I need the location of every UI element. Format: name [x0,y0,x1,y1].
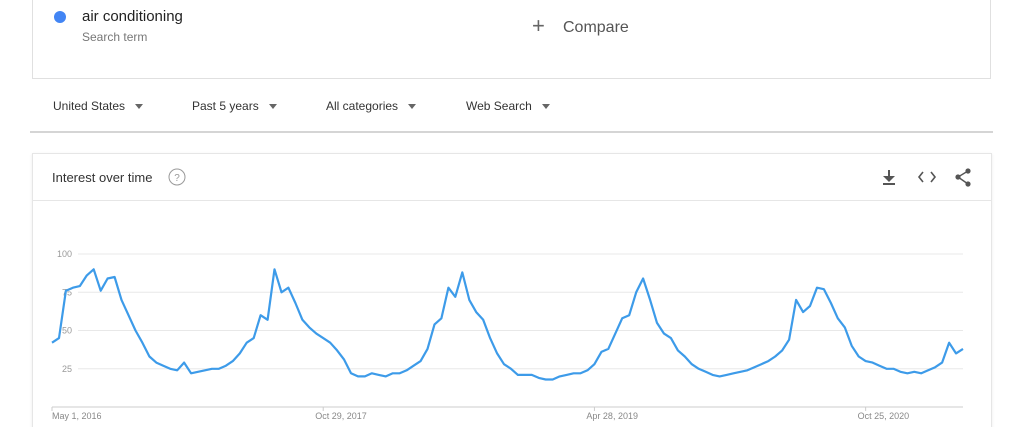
search-term: air conditioning [82,8,183,25]
svg-text:?: ? [174,173,180,184]
series-line [51,268,964,381]
filter-category[interactable]: All categories [326,99,416,113]
plus-icon: + [532,13,545,38]
x-tick-label: Oct 29, 2017 [315,411,367,421]
y-tick-label: 25 [62,364,72,374]
embed-icon[interactable] [917,171,937,183]
interest-panel [32,153,992,427]
x-tick-label: Oct 25, 2020 [858,411,910,421]
help-icon[interactable]: ? [168,168,186,186]
compare-label: Compare [563,19,629,36]
plot: 25 50 75 100 May 1, 2016 Oct 29, 2017 Apr 28, … [51,249,964,421]
panel-header-border [32,200,991,201]
compare-card[interactable]: + Compare [510,0,991,79]
search-term-card[interactable]: air conditioning Search term [32,0,512,79]
search-term-label: Search term [82,30,148,44]
x-tick-label: May 1, 2016 [52,411,102,421]
panel-title: Interest over time [52,170,153,185]
series-dot [54,11,66,23]
y-tick-label: 75 [62,287,72,297]
download-icon[interactable] [883,170,895,185]
y-tick-label: 100 [57,249,72,259]
share-icon[interactable] [955,168,971,187]
filter-time[interactable]: Past 5 years [192,99,277,113]
filter-search-type[interactable]: Web Search [466,99,550,113]
y-tick-label: 50 [62,326,72,336]
divider [30,131,993,133]
x-tick-label: Apr 28, 2019 [586,411,638,421]
filter-region[interactable]: United States [53,99,143,113]
